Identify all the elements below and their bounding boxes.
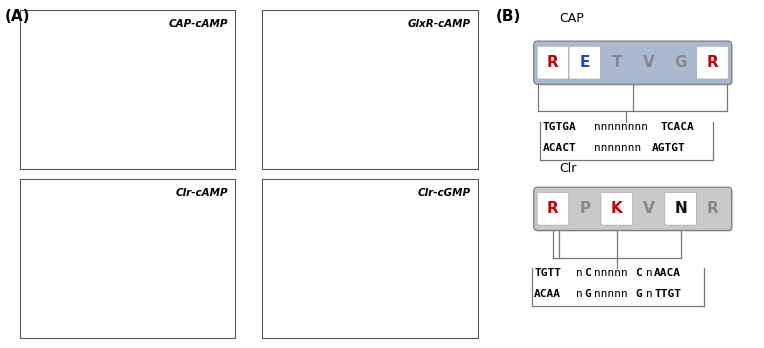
Text: nnnnnnnn: nnnnnnnn: [594, 122, 649, 132]
Text: R: R: [547, 55, 558, 70]
Text: G: G: [584, 289, 591, 299]
Text: V: V: [643, 55, 655, 70]
Text: P: P: [579, 201, 591, 216]
Text: Clr-cGMP: Clr-cGMP: [418, 188, 471, 198]
Text: AACA: AACA: [654, 268, 681, 278]
Text: Clr-cAMP: Clr-cAMP: [176, 188, 228, 198]
FancyBboxPatch shape: [601, 192, 633, 225]
FancyBboxPatch shape: [534, 41, 732, 84]
Text: n: n: [646, 268, 652, 278]
FancyBboxPatch shape: [534, 187, 732, 230]
Text: CAP: CAP: [559, 12, 584, 25]
Text: R: R: [707, 201, 718, 216]
Text: TTGT: TTGT: [654, 289, 681, 299]
Text: R: R: [707, 55, 718, 70]
Text: CAP-cAMP: CAP-cAMP: [169, 19, 228, 29]
Text: TGTGA: TGTGA: [542, 122, 576, 132]
Bar: [262, 179, 478, 338]
Bar: [20, 179, 235, 338]
Bar: [262, 10, 478, 169]
Text: TCACA: TCACA: [660, 122, 694, 132]
Bar: [262, 10, 478, 169]
Text: nnnnnnn: nnnnnnn: [594, 143, 642, 153]
Bar: [20, 10, 235, 169]
Text: nnnnn: nnnnn: [594, 268, 628, 278]
FancyBboxPatch shape: [697, 46, 728, 79]
Bar: [20, 179, 235, 338]
Text: nnnnn: nnnnn: [594, 289, 628, 299]
Bar: [20, 10, 235, 169]
Bar: [262, 179, 478, 338]
Text: GlxR-cAMP: GlxR-cAMP: [408, 19, 471, 29]
Text: n: n: [576, 289, 583, 299]
Text: n: n: [646, 289, 652, 299]
Text: T: T: [611, 55, 622, 70]
Text: Clr: Clr: [559, 162, 576, 175]
Text: C: C: [636, 268, 643, 278]
FancyBboxPatch shape: [535, 189, 733, 232]
FancyBboxPatch shape: [537, 192, 568, 225]
Text: ACAA: ACAA: [534, 289, 562, 299]
Text: E: E: [580, 55, 590, 70]
Text: AGTGT: AGTGT: [652, 143, 685, 153]
Text: C: C: [584, 268, 591, 278]
Text: G: G: [636, 289, 643, 299]
Text: (B): (B): [496, 9, 521, 24]
Text: K: K: [611, 201, 623, 216]
FancyBboxPatch shape: [537, 46, 568, 79]
FancyBboxPatch shape: [665, 192, 696, 225]
FancyBboxPatch shape: [535, 43, 733, 86]
Text: (A): (A): [5, 9, 31, 24]
Text: ACACT: ACACT: [542, 143, 576, 153]
Text: V: V: [643, 201, 655, 216]
FancyBboxPatch shape: [569, 46, 601, 79]
Text: TGTT: TGTT: [534, 268, 562, 278]
Text: R: R: [547, 201, 558, 216]
Text: N: N: [674, 201, 687, 216]
Text: G: G: [675, 55, 687, 70]
Text: n: n: [576, 268, 583, 278]
